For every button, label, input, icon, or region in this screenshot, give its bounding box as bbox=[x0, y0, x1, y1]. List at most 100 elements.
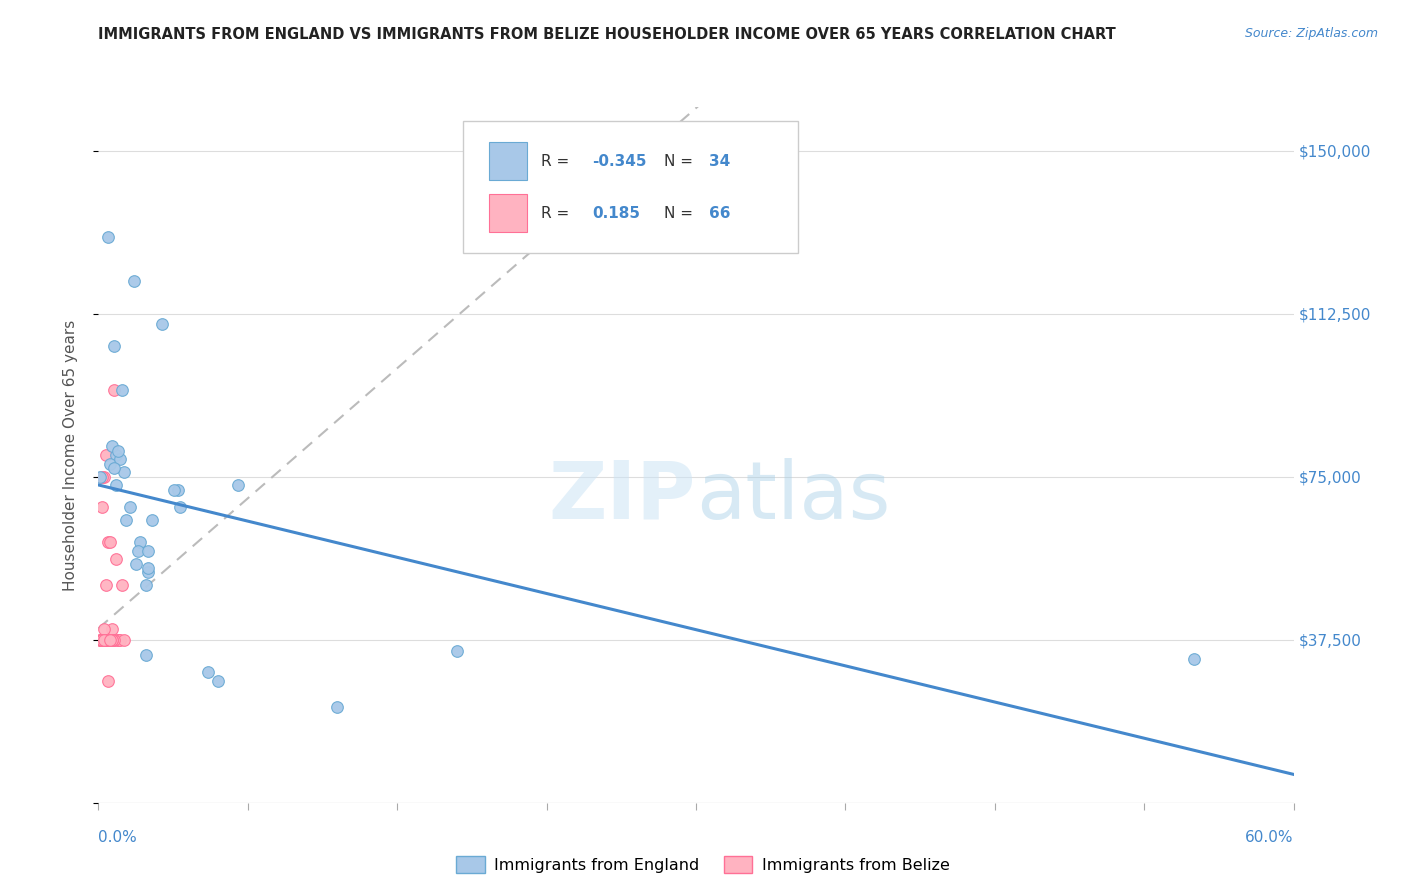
Point bbox=[93, 632, 115, 647]
Point bbox=[97, 230, 120, 244]
Text: 0.0%: 0.0% bbox=[98, 830, 138, 845]
Point bbox=[93, 632, 115, 647]
Point bbox=[96, 448, 118, 462]
Point bbox=[101, 632, 124, 647]
Point bbox=[97, 632, 120, 647]
Point bbox=[93, 632, 115, 647]
Point bbox=[91, 500, 114, 514]
Point bbox=[136, 561, 159, 575]
Point bbox=[226, 478, 249, 492]
Point bbox=[101, 622, 124, 636]
Text: ZIP: ZIP bbox=[548, 458, 696, 536]
Point bbox=[96, 632, 118, 647]
Text: R =: R = bbox=[540, 205, 574, 220]
Point bbox=[91, 632, 114, 647]
Text: -0.345: -0.345 bbox=[592, 153, 647, 169]
Point bbox=[93, 632, 115, 647]
Point bbox=[91, 632, 114, 647]
Text: 60.0%: 60.0% bbox=[1246, 830, 1294, 845]
Point bbox=[110, 632, 132, 647]
Point bbox=[91, 632, 114, 647]
Point bbox=[446, 643, 468, 657]
Point bbox=[91, 632, 114, 647]
Point bbox=[141, 513, 163, 527]
Point bbox=[105, 478, 128, 492]
Point bbox=[93, 469, 115, 483]
Point bbox=[97, 632, 120, 647]
Point bbox=[120, 500, 142, 514]
Point bbox=[96, 632, 118, 647]
Point bbox=[103, 383, 125, 397]
Point bbox=[93, 632, 115, 647]
Point bbox=[103, 461, 125, 475]
Point bbox=[91, 632, 114, 647]
Point bbox=[93, 632, 115, 647]
Point bbox=[105, 448, 128, 462]
Point bbox=[100, 535, 122, 549]
Text: Source: ZipAtlas.com: Source: ZipAtlas.com bbox=[1244, 27, 1378, 40]
Point bbox=[96, 632, 118, 647]
Point bbox=[326, 700, 349, 714]
Point bbox=[93, 632, 115, 647]
FancyBboxPatch shape bbox=[463, 121, 797, 253]
Point bbox=[93, 632, 115, 647]
Point bbox=[112, 632, 135, 647]
Point bbox=[136, 543, 159, 558]
Point bbox=[197, 665, 219, 680]
Point bbox=[103, 632, 125, 647]
Point bbox=[96, 632, 118, 647]
Text: N =: N = bbox=[664, 205, 697, 220]
Point bbox=[129, 535, 152, 549]
Point bbox=[112, 466, 135, 480]
Point bbox=[93, 632, 115, 647]
Legend: Immigrants from England, Immigrants from Belize: Immigrants from England, Immigrants from… bbox=[450, 849, 956, 880]
Point bbox=[97, 632, 120, 647]
Point bbox=[93, 632, 115, 647]
Text: 66: 66 bbox=[709, 205, 731, 220]
FancyBboxPatch shape bbox=[489, 194, 527, 232]
Text: R =: R = bbox=[540, 153, 574, 169]
Point bbox=[1182, 652, 1205, 666]
Point bbox=[89, 632, 111, 647]
Point bbox=[91, 469, 114, 483]
Point bbox=[96, 632, 118, 647]
Point bbox=[93, 632, 115, 647]
Text: 34: 34 bbox=[709, 153, 730, 169]
Point bbox=[91, 632, 114, 647]
FancyBboxPatch shape bbox=[489, 142, 527, 180]
Point bbox=[135, 578, 157, 592]
Point bbox=[107, 443, 129, 458]
Y-axis label: Householder Income Over 65 years: Householder Income Over 65 years bbox=[63, 319, 77, 591]
Text: IMMIGRANTS FROM ENGLAND VS IMMIGRANTS FROM BELIZE HOUSEHOLDER INCOME OVER 65 YEA: IMMIGRANTS FROM ENGLAND VS IMMIGRANTS FR… bbox=[98, 27, 1116, 42]
Point bbox=[100, 632, 122, 647]
Point bbox=[150, 318, 173, 332]
Point bbox=[96, 632, 118, 647]
Point bbox=[100, 457, 122, 471]
Point bbox=[124, 274, 146, 288]
Point bbox=[89, 632, 111, 647]
Point bbox=[107, 632, 129, 647]
Point bbox=[111, 383, 134, 397]
Point bbox=[91, 632, 114, 647]
Text: N =: N = bbox=[664, 153, 697, 169]
Point bbox=[169, 500, 191, 514]
Point bbox=[103, 339, 125, 353]
Point bbox=[97, 674, 120, 689]
Point bbox=[97, 632, 120, 647]
Point bbox=[97, 632, 120, 647]
Point bbox=[93, 632, 115, 647]
Point bbox=[125, 557, 148, 571]
Point bbox=[97, 632, 120, 647]
Point bbox=[96, 632, 118, 647]
Point bbox=[167, 483, 190, 497]
Point bbox=[101, 632, 124, 647]
Point bbox=[96, 578, 118, 592]
Point bbox=[136, 566, 159, 580]
Point bbox=[135, 648, 157, 662]
Point bbox=[207, 674, 229, 689]
Point bbox=[101, 439, 124, 453]
Point bbox=[97, 535, 120, 549]
Point bbox=[96, 632, 118, 647]
Point bbox=[93, 632, 115, 647]
Point bbox=[91, 632, 114, 647]
